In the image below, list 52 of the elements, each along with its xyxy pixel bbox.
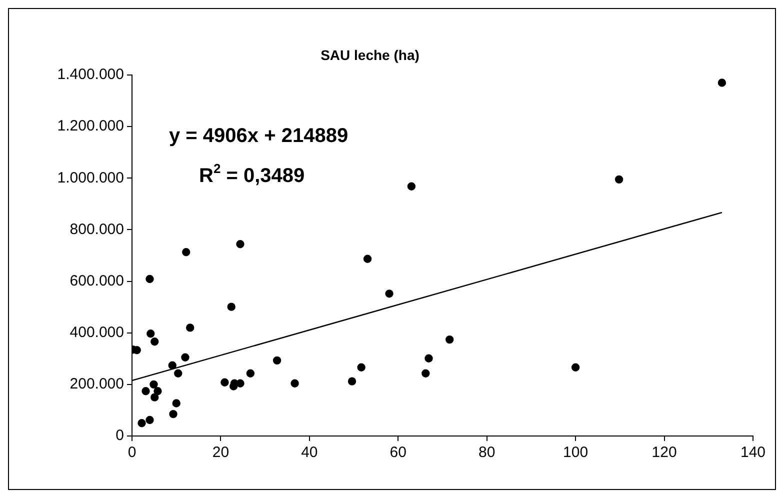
x-tick-label: 20 (212, 444, 230, 462)
x-tick-label: 140 (740, 444, 766, 462)
y-tick-label: 1.000.000 (57, 169, 124, 186)
x-tick-label: 0 (128, 444, 136, 462)
x-tick-label: 80 (478, 444, 496, 462)
point (422, 369, 430, 378)
annotation: y = 4906x + 214889 (169, 125, 348, 147)
y-tick-label: 600.000 (70, 272, 124, 290)
point (290, 379, 299, 388)
point (150, 380, 158, 389)
x-tick-label: 60 (390, 444, 406, 462)
point (407, 182, 416, 190)
y-tick-label: 1.400.000 (57, 66, 124, 84)
point (172, 399, 180, 408)
point (614, 175, 624, 184)
point (186, 324, 194, 332)
point (169, 410, 178, 418)
y-tick-label: 800.000 (70, 220, 124, 238)
point (424, 354, 433, 362)
point (146, 274, 154, 284)
point (445, 335, 454, 344)
y-tick-label: 400.000 (70, 324, 124, 341)
point (385, 290, 394, 298)
point (142, 387, 150, 396)
point (174, 369, 182, 378)
point (138, 419, 146, 428)
point (236, 379, 244, 388)
x-tick-label: 40 (301, 444, 318, 462)
x-tick-label: 120 (652, 444, 677, 462)
point (571, 363, 580, 372)
x-tick-label: 100 (563, 444, 588, 462)
point (220, 378, 229, 386)
point (182, 248, 190, 256)
point (181, 353, 190, 362)
point (150, 338, 159, 346)
point (272, 356, 282, 365)
point (357, 363, 366, 372)
point (348, 377, 356, 386)
point (168, 361, 176, 370)
point (154, 387, 162, 396)
point (718, 78, 726, 87)
y-tick-label: 0 (116, 427, 124, 444)
point (227, 302, 236, 311)
point (146, 416, 154, 424)
y-tick-label: 1.200.000 (57, 118, 124, 135)
point (363, 254, 372, 263)
point (246, 369, 255, 378)
point (150, 393, 159, 402)
point (146, 330, 155, 338)
chart-title: SAU leche (ha) (320, 47, 420, 63)
y-tick-label: 200.000 (70, 376, 124, 393)
point (236, 240, 244, 248)
